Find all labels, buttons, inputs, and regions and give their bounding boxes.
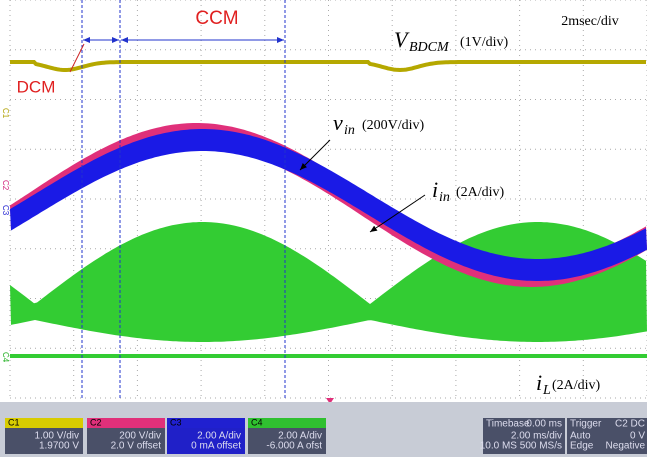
channel-setting: 2.0 V offset [111,441,162,452]
il-scale: (2A/div) [552,378,601,393]
timebase-note: 2msec/div [561,14,619,29]
trigger-title: Trigger [570,419,602,430]
channel-marker: C1 [1,108,10,119]
channel-setting: -6.000 A ofst [266,441,322,452]
channel-marker: C3 [1,205,10,216]
oscilloscope-screen: CCM DCM 2msec/div V BDCM (1V/div) v in (… [0,0,647,457]
trigger-setting: Edge [570,441,594,452]
ccm-label: CCM [195,8,238,29]
channel-marker: C4 [1,352,10,363]
vin-sub: in [344,123,355,138]
iin-scale: (2A/div) [456,185,505,200]
channel-marker: C2 [1,180,10,191]
vin-symbol: v [333,110,343,135]
channel-name: C3 [170,417,182,427]
channel-name: C2 [90,417,102,427]
trigger-setting: Negative [606,441,646,452]
trigger-source: C2 DC [615,419,645,430]
il-symbol: i [536,370,542,395]
timebase-title: Timebase [486,419,530,430]
channel-name: C1 [8,417,20,427]
channel-setting: 1.9700 V [39,441,79,452]
timebase-delay: 0.00 ms [526,419,562,430]
il-sub: L [542,383,551,398]
iin-sub: in [439,190,450,205]
vin-scale: (200V/div) [362,118,425,133]
timebase-setting: 10.0 MS 500 MS/s [480,441,562,452]
dcm-label: DCM [17,77,56,96]
vbdcm-scale: (1V/div) [460,35,509,50]
channel-name: C4 [251,417,263,427]
vbdcm-sub: BDCM [409,40,450,55]
channel-setting: 0 mA offset [191,441,241,452]
iin-symbol: i [432,177,438,202]
